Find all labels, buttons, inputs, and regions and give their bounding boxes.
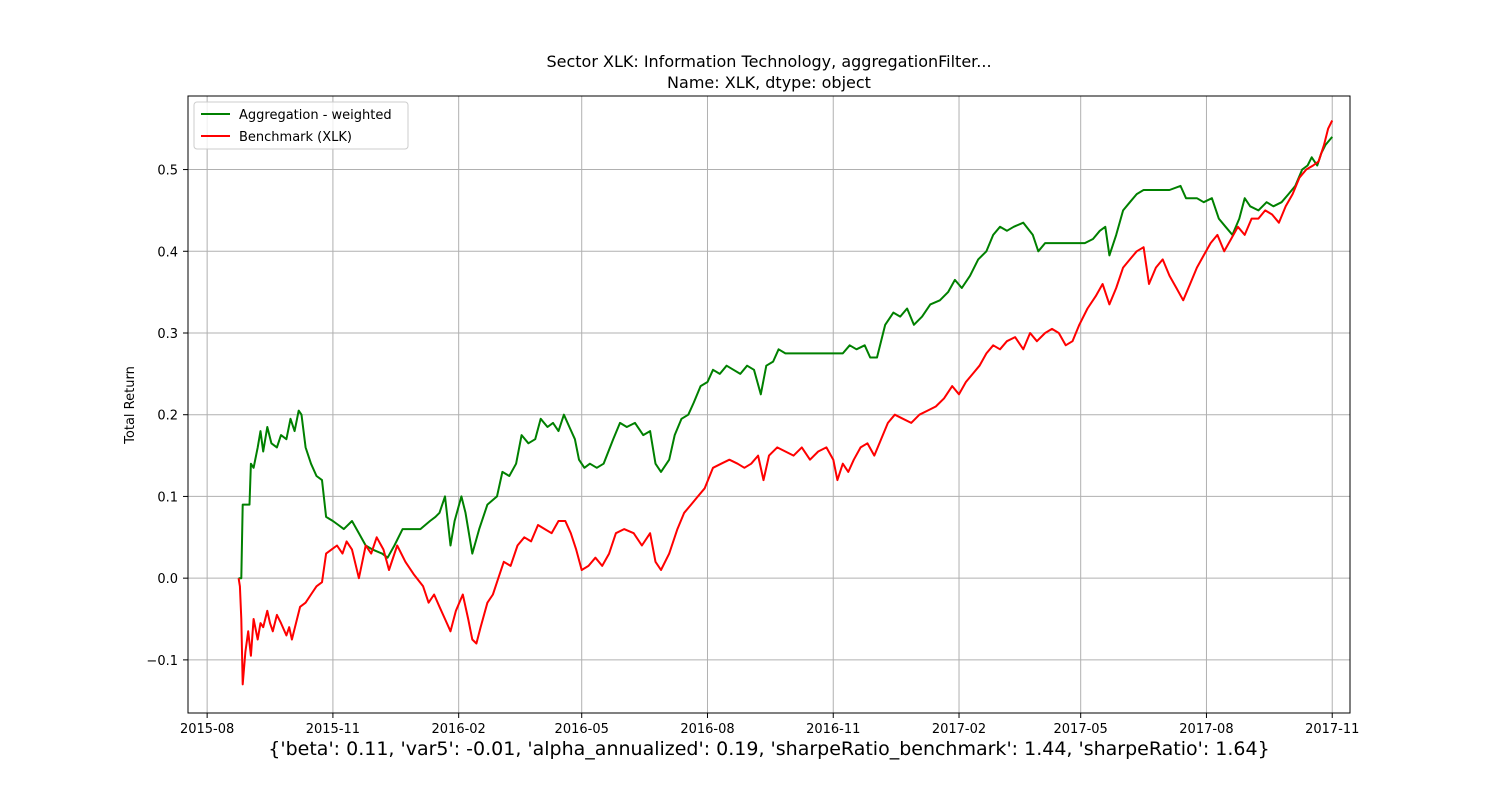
y-tick-label-1: 0.0 xyxy=(157,572,178,587)
legend: Aggregation - weighted Benchmark (XLK) xyxy=(193,101,409,150)
x-tick-label-7: 2017-05 xyxy=(1054,722,1108,737)
x-tick-label-0: 2015-08 xyxy=(180,722,234,737)
x-tick-label-9: 2017-11 xyxy=(1305,722,1359,737)
x-axis: 2015-08 2015-11 2016-02 2016-05 2016-08 2016-… xyxy=(180,713,1359,737)
x-axis-label: {'beta': 0.11, 'var5': -0.01, 'alpha_ann… xyxy=(268,738,1269,760)
y-tick-label-4: 0.3 xyxy=(157,327,178,342)
series-aggregation-weighted-line xyxy=(238,136,1333,580)
legend-label-benchmark: Benchmark (XLK) xyxy=(239,130,352,145)
y-tick-label-3: 0.2 xyxy=(157,409,178,424)
x-tick-label-8: 2017-08 xyxy=(1179,722,1233,737)
x-tick-label-3: 2016-05 xyxy=(555,722,609,737)
legend-box xyxy=(193,101,409,150)
legend-label-aggregation: Aggregation - weighted xyxy=(239,108,392,123)
series-benchmark-xlk-line xyxy=(237,120,1334,686)
y-tick-label-6: 0.5 xyxy=(157,164,178,179)
chart-title-line-2: Name: XLK, dtype: object xyxy=(667,73,871,92)
plot-frame xyxy=(187,95,1351,714)
x-tick-label-4: 2016-08 xyxy=(680,722,734,737)
y-tick-label-0: −0.1 xyxy=(146,654,178,669)
y-axis: −0.1 0.0 0.1 0.2 0.3 0.4 0.5 xyxy=(146,164,188,669)
series-group xyxy=(237,120,1334,686)
chart-title-line-1: Sector XLK: Information Technology, aggr… xyxy=(546,52,991,71)
grid xyxy=(188,96,1350,713)
x-tick-label-5: 2016-11 xyxy=(806,722,860,737)
y-axis-label: Total Return xyxy=(123,366,138,445)
x-tick-label-1: 2015-11 xyxy=(306,722,360,737)
x-tick-label-2: 2016-02 xyxy=(432,722,486,737)
y-tick-label-2: 0.1 xyxy=(157,490,178,505)
x-tick-label-6: 2017-02 xyxy=(932,722,986,737)
y-tick-label-5: 0.4 xyxy=(157,245,178,260)
